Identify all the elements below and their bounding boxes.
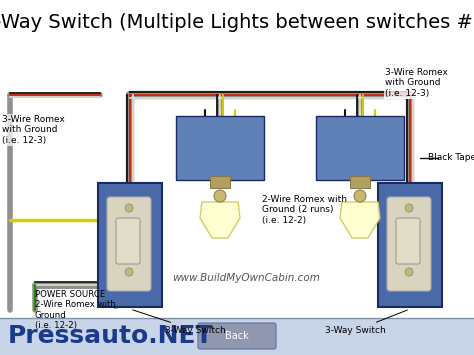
FancyBboxPatch shape <box>116 218 140 264</box>
Text: 3-Wire Romex
with Ground
(i.e. 12-3): 3-Wire Romex with Ground (i.e. 12-3) <box>2 115 65 145</box>
Circle shape <box>354 190 366 202</box>
Circle shape <box>214 190 226 202</box>
Polygon shape <box>200 202 240 238</box>
Text: 3-Wire Romex
with Ground
(i.e. 12-3): 3-Wire Romex with Ground (i.e. 12-3) <box>385 68 448 98</box>
FancyBboxPatch shape <box>98 183 162 307</box>
Text: 3-Way Switch: 3-Way Switch <box>325 310 408 335</box>
FancyBboxPatch shape <box>350 176 370 188</box>
FancyBboxPatch shape <box>378 183 442 307</box>
Polygon shape <box>340 202 380 238</box>
FancyBboxPatch shape <box>107 197 151 291</box>
FancyBboxPatch shape <box>210 176 230 188</box>
Circle shape <box>405 204 413 212</box>
Text: 3-Way Switch: 3-Way Switch <box>133 310 226 335</box>
Text: 3-Way Switch (Multiple Lights between switches #1): 3-Way Switch (Multiple Lights between sw… <box>0 12 474 32</box>
Text: Back: Back <box>225 331 249 341</box>
FancyBboxPatch shape <box>396 218 420 264</box>
Circle shape <box>405 268 413 276</box>
Text: www.BuildMyOwnCabin.com: www.BuildMyOwnCabin.com <box>173 273 320 283</box>
Text: POWER SOURCE
2-Wire Romex with
Ground
(i.e. 12-2): POWER SOURCE 2-Wire Romex with Ground (i… <box>35 290 116 330</box>
FancyBboxPatch shape <box>176 116 264 180</box>
Text: Pressauto.NET: Pressauto.NET <box>8 324 213 348</box>
FancyBboxPatch shape <box>316 116 404 180</box>
Text: 2-Wire Romex with
Ground (2 runs)
(i.e. 12-2): 2-Wire Romex with Ground (2 runs) (i.e. … <box>262 195 347 225</box>
FancyBboxPatch shape <box>0 318 474 355</box>
FancyBboxPatch shape <box>198 323 276 349</box>
Circle shape <box>125 268 133 276</box>
FancyBboxPatch shape <box>387 197 431 291</box>
Text: Black Tape: Black Tape <box>428 153 474 163</box>
Circle shape <box>125 204 133 212</box>
